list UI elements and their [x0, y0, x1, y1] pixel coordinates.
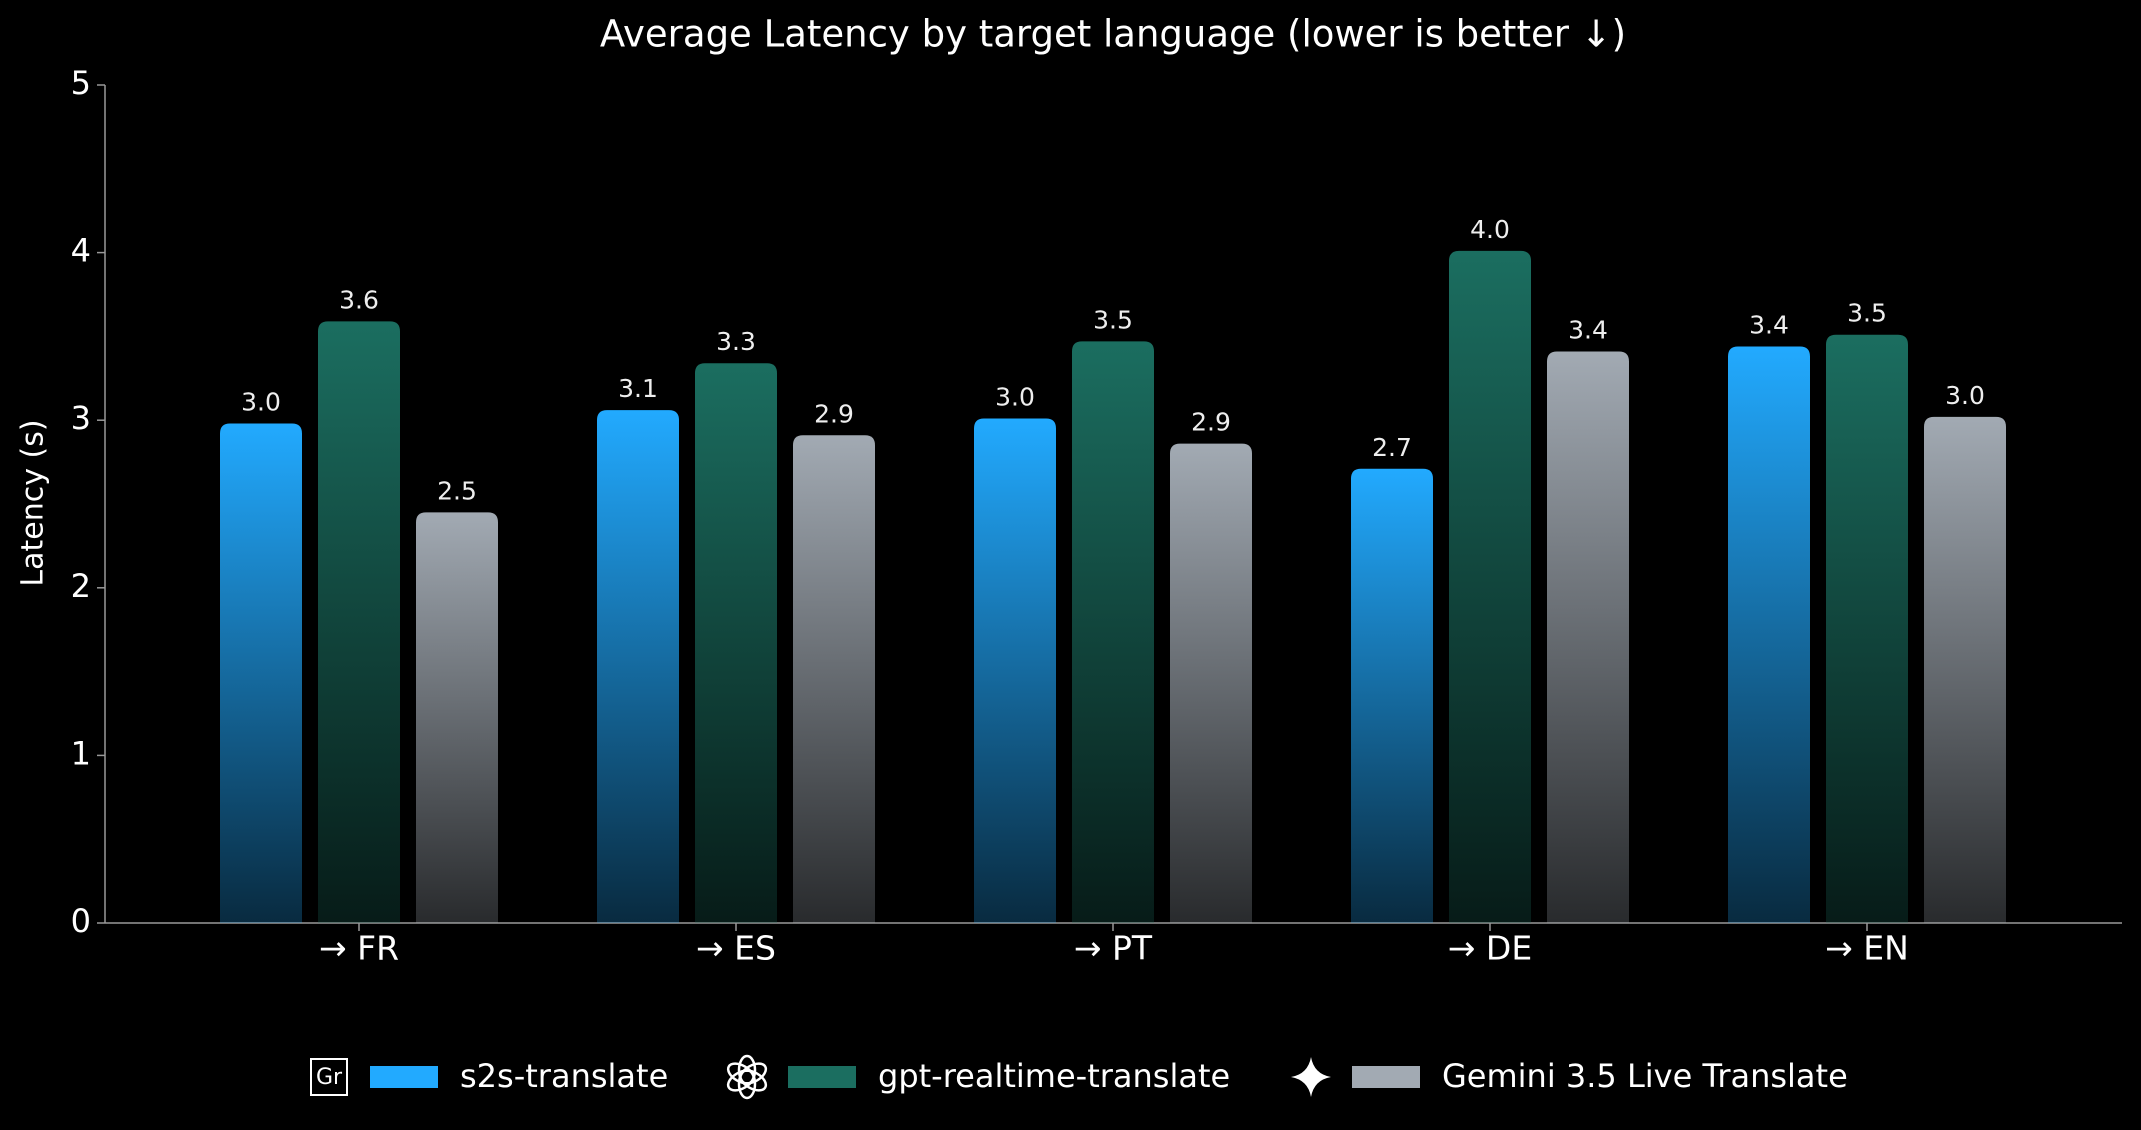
bar — [597, 410, 679, 923]
x-tick-label: → ES — [696, 929, 776, 968]
legend-icon-box — [310, 1058, 348, 1096]
y-tick-label: 4 — [71, 232, 91, 270]
bar — [416, 512, 498, 923]
value-label: 3.4 — [1568, 315, 1608, 344]
bar — [1924, 416, 2006, 923]
value-label: 3.0 — [241, 388, 281, 417]
y-tick-label: 0 — [71, 902, 91, 940]
value-label: 3.6 — [339, 285, 379, 314]
value-label: 3.3 — [716, 327, 756, 356]
value-label: 3.4 — [1749, 310, 1789, 339]
y-axis-label: Latency (s) — [16, 419, 51, 586]
value-label: 3.5 — [1093, 305, 1133, 334]
value-label: 4.0 — [1470, 215, 1510, 244]
value-label: 3.5 — [1847, 299, 1887, 328]
legend-icon-star — [1291, 1057, 1331, 1097]
bar — [1170, 443, 1252, 923]
value-label: 2.9 — [1191, 408, 1231, 437]
bar — [1547, 351, 1629, 923]
bar — [793, 435, 875, 923]
legend-label: Gemini 3.5 Live Translate — [1442, 1057, 1848, 1095]
bar — [974, 418, 1056, 923]
x-tick-label: → FR — [319, 929, 399, 968]
bar — [220, 423, 302, 923]
legend-swatch — [788, 1066, 856, 1088]
x-tick-label: → DE — [1448, 929, 1532, 968]
y-tick-label: 2 — [71, 567, 91, 605]
bar — [1449, 250, 1531, 923]
chart-title: Average Latency by target language (lowe… — [600, 13, 1626, 56]
bar — [695, 363, 777, 923]
value-label: 2.5 — [437, 476, 477, 505]
value-label: 3.1 — [618, 374, 658, 403]
bar — [1728, 346, 1810, 923]
bar — [318, 321, 400, 923]
x-tick-label: → PT — [1074, 929, 1153, 968]
legend-label: gpt-realtime-translate — [878, 1057, 1230, 1095]
legend-swatch — [1352, 1066, 1420, 1088]
bar — [1826, 334, 1908, 923]
y-tick-label: 1 — [71, 734, 91, 772]
value-label: 3.0 — [1945, 381, 1985, 410]
legend-label: s2s-translate — [460, 1057, 668, 1095]
value-label: 3.0 — [995, 383, 1035, 412]
value-label: 2.9 — [814, 399, 854, 428]
bar — [1351, 468, 1433, 923]
bar — [1072, 341, 1154, 924]
legend-swatch — [370, 1066, 438, 1088]
x-tick-label: → EN — [1825, 929, 1909, 968]
y-tick-label: 3 — [71, 399, 91, 437]
y-tick-label: 5 — [71, 64, 91, 102]
legend-icon-openai — [726, 1054, 768, 1100]
value-label: 2.7 — [1372, 433, 1412, 462]
legend-icon-text: Gr — [316, 1065, 343, 1090]
